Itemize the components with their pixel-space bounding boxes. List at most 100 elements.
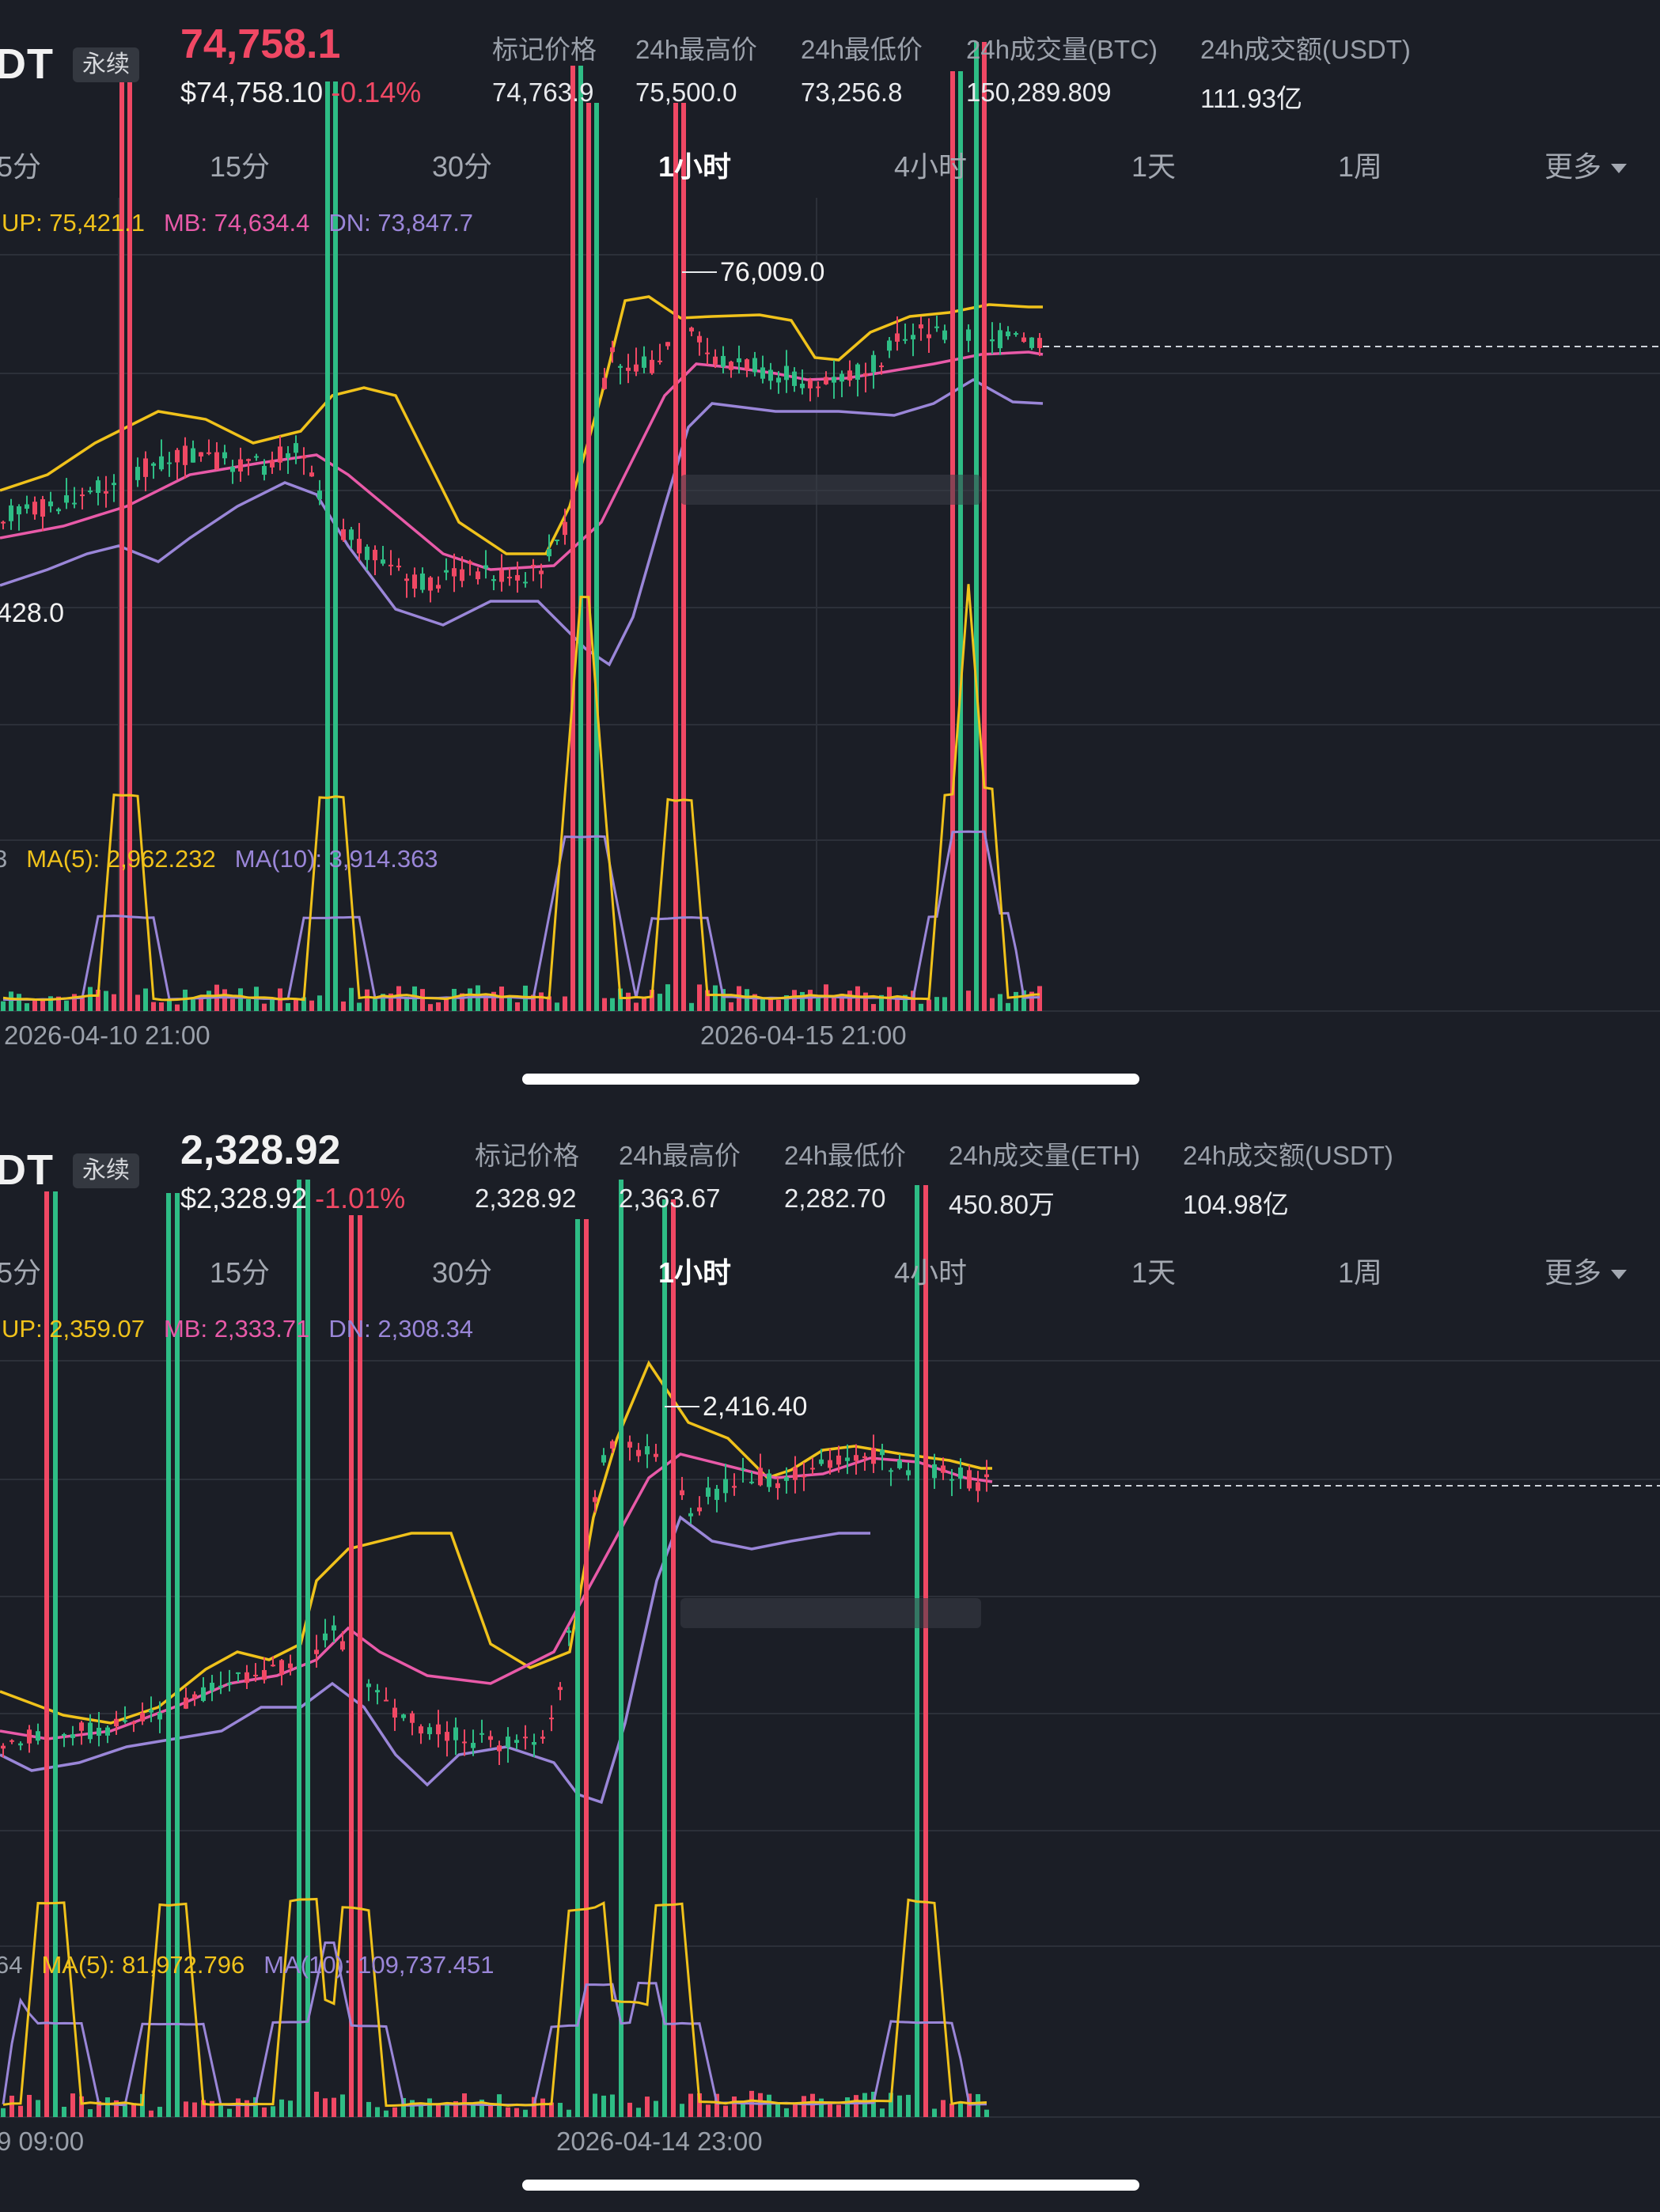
candle-body [563, 521, 567, 536]
volume-bar [1, 1001, 6, 1011]
volume-bar [863, 992, 868, 1011]
tab-4h[interactable]: 4小时 [894, 150, 968, 183]
tab-30m[interactable]: 30分 [432, 1256, 493, 1289]
volume-bar [584, 1219, 589, 2117]
home-indicator[interactable] [522, 2180, 1139, 2191]
volume-bar [192, 2102, 197, 2117]
volume-bar [697, 984, 702, 1011]
volume-bar [88, 2109, 93, 2117]
tab-1h[interactable]: 1小时 [658, 1256, 732, 1289]
candle-body [863, 373, 868, 376]
stat-mark-price: 标记价格 2,328.92 [475, 1141, 579, 1213]
candle-body [427, 1727, 432, 1735]
candle-body [723, 1479, 728, 1494]
candle-body [1014, 333, 1018, 335]
candle-body [135, 467, 140, 480]
candle-body [610, 347, 615, 352]
tab-15m[interactable]: 15分 [210, 150, 271, 183]
tab-1w[interactable]: 1周 [1338, 150, 1383, 183]
candle-body [745, 359, 749, 370]
volume-ma-legend: 3 MA(5): 2,962.232 MA(10): 3,914.363 [0, 845, 457, 873]
volume-bar [911, 990, 915, 1011]
tab-more[interactable]: 更多 [1544, 144, 1628, 185]
volume-bar [601, 2095, 606, 2117]
candle-body [201, 1687, 206, 1701]
candle-body [824, 377, 828, 384]
candle-body [729, 362, 733, 370]
candle-body [112, 483, 116, 486]
candle-body [758, 1468, 763, 1486]
candle-body [72, 502, 77, 505]
candle-body [419, 1726, 423, 1734]
candle-body [689, 328, 694, 331]
tab-30m[interactable]: 30分 [432, 150, 493, 183]
volume-bar [476, 985, 480, 1011]
volume-bar [998, 994, 1002, 1011]
x-axis-label-1: 9 09:00 [0, 2127, 85, 2156]
volume-bar [286, 1002, 290, 1011]
tab-5m[interactable]: 5分 [0, 150, 42, 183]
volume-bar [713, 985, 718, 1011]
volume-bar [314, 2091, 319, 2117]
eth-panel: 2,416.40 DT 永续 2,328.92 $2,328.92 -1.01% … [0, 1106, 1660, 2212]
candle-body [244, 1672, 249, 1684]
volume-bar [445, 2104, 449, 2117]
volume-bar [784, 2108, 789, 2117]
candle-body [278, 446, 282, 463]
volume-bar [325, 81, 330, 1011]
volume-bar [167, 998, 172, 1011]
volume-bar [775, 2103, 780, 2117]
volume-ma10: MA(10): 3,914.363 [234, 845, 438, 873]
volume-bar [634, 1002, 639, 1011]
volume-bar [941, 2100, 946, 2117]
volume-bar [549, 2102, 554, 2117]
volume-bar [104, 990, 108, 1011]
candle-body [341, 529, 346, 540]
tab-more[interactable]: 更多 [1544, 1250, 1628, 1291]
candle-body [862, 1456, 867, 1459]
candle-body [784, 1477, 789, 1481]
candle-body [531, 564, 536, 566]
volume-bar [349, 987, 354, 1011]
btc-kline-chart[interactable]: 76,009.0 428.0 [0, 0, 1660, 1106]
volume-bar [966, 990, 971, 1011]
candle-body [191, 448, 195, 463]
candle-body [64, 495, 69, 503]
volume-bar [681, 103, 686, 1011]
volume-bar [949, 2103, 954, 2117]
volume-bar [673, 103, 678, 1011]
low-marker-label: 428.0 [0, 598, 64, 628]
volume-bar [658, 994, 662, 1011]
volume-bar [650, 990, 654, 1011]
tab-4h[interactable]: 4小时 [894, 1256, 968, 1289]
candle-body [428, 577, 433, 591]
candle-body [828, 1460, 832, 1468]
tab-1w[interactable]: 1周 [1338, 1256, 1383, 1289]
volume-bar [199, 995, 203, 1011]
eth-kline-chart[interactable]: 2,416.40 [0, 1106, 1660, 2212]
home-indicator[interactable] [522, 1074, 1139, 1085]
tab-1d[interactable]: 1天 [1131, 150, 1177, 183]
candle-body [80, 494, 85, 497]
candle-body [499, 570, 504, 582]
symbol-label[interactable]: DT [0, 1146, 54, 1194]
boll-upper-line [0, 295, 1043, 555]
tab-1d[interactable]: 1天 [1131, 1256, 1177, 1289]
candle-body [309, 472, 314, 477]
candle-body [802, 1475, 806, 1478]
volume-bar [253, 2096, 258, 2117]
symbol-label[interactable]: DT [0, 40, 54, 88]
candle-body [737, 358, 741, 362]
tab-1h[interactable]: 1小时 [658, 150, 732, 183]
volume-bar [70, 2093, 75, 2117]
candle-body [314, 1650, 319, 1654]
volume-bar [236, 2098, 241, 2117]
candle-body [460, 569, 464, 581]
stat-24h-high: 24h最高价 2,363.67 [619, 1141, 741, 1213]
tab-5m[interactable]: 5分 [0, 1256, 42, 1289]
volume-bar [832, 995, 836, 1011]
candle-body [436, 1724, 441, 1735]
boll-upper-line [0, 1360, 992, 1725]
candle-body [768, 369, 773, 381]
tab-15m[interactable]: 15分 [210, 1256, 271, 1289]
